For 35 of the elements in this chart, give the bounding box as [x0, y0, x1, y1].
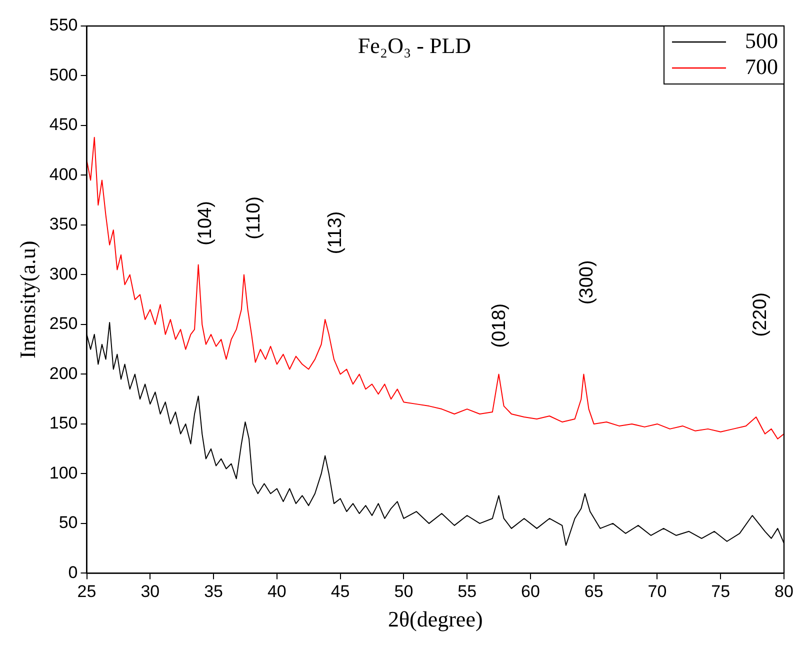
legend-label: 500: [745, 28, 778, 53]
annotation: (300): [576, 260, 598, 305]
x-tick-label: 70: [648, 582, 667, 602]
y-tick-label: 250: [49, 314, 78, 334]
y-tick-label: 100: [49, 463, 78, 482]
x-tick-label: 60: [521, 582, 540, 602]
y-tick-label: 50: [58, 513, 78, 532]
y-tick-label: 0: [68, 562, 78, 582]
chart-title: Fe₂O₃ - PLD: [358, 32, 472, 58]
x-tick-label: 40: [267, 582, 286, 602]
y-tick-label: 150: [49, 414, 78, 433]
y-tick-label: 550: [49, 16, 78, 35]
y-tick-label: 300: [49, 264, 78, 284]
annotation: (113): [324, 211, 346, 254]
x-tick-label: 65: [584, 582, 604, 602]
annotation: (220): [750, 292, 772, 337]
y-tick-label: 450: [49, 115, 78, 134]
x-tick-label: 30: [140, 582, 160, 602]
y-axis-title: Intensity(a.u): [14, 240, 40, 359]
x-tick-label: 80: [774, 582, 794, 602]
x-tick-label: 55: [458, 582, 477, 602]
annotation: (104): [195, 201, 216, 246]
annotation: (110): [243, 196, 264, 240]
y-tick-label: 400: [49, 164, 78, 184]
annotation: (018): [488, 303, 510, 348]
y-tick-label: 350: [49, 214, 78, 234]
x-axis-title: 2θ(degree): [388, 606, 483, 632]
y-tick-label: 200: [49, 364, 78, 383]
x-tick-label: 50: [394, 582, 414, 602]
y-tick-label: 500: [49, 65, 78, 84]
x-tick-label: 45: [330, 582, 350, 602]
legend-label: 700: [745, 54, 778, 79]
x-tick-label: 35: [204, 582, 223, 602]
x-tick-label: 25: [77, 582, 96, 602]
x-tick-label: 75: [711, 582, 730, 602]
